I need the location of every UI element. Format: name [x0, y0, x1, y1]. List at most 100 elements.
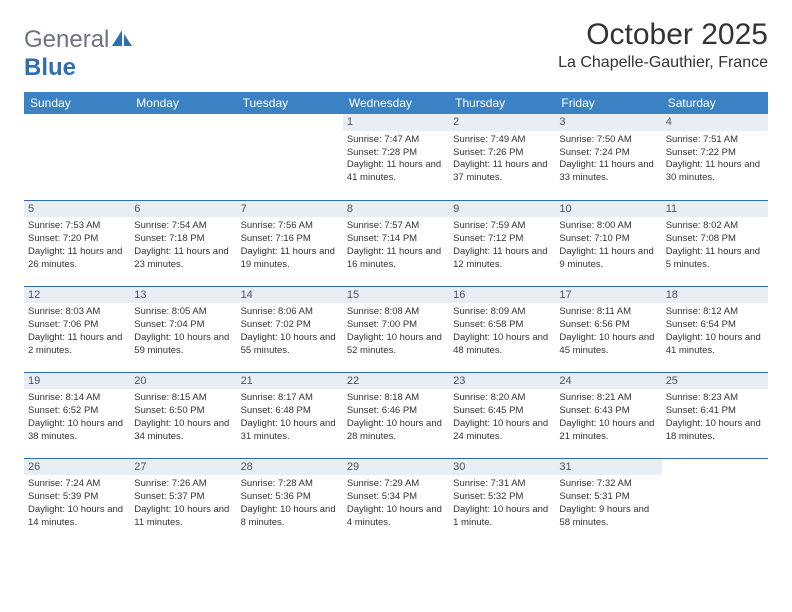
daylight-text: Daylight: 10 hours and 41 minutes.: [666, 332, 764, 358]
sunset-text: Sunset: 6:50 PM: [134, 405, 232, 418]
daylight-text: Daylight: 10 hours and 24 minutes.: [453, 418, 551, 444]
day-number: 28: [237, 459, 343, 476]
sunset-text: Sunset: 5:39 PM: [28, 491, 126, 504]
sunset-text: Sunset: 5:31 PM: [559, 491, 657, 504]
calendar-cell: 7Sunrise: 7:56 AMSunset: 7:16 PMDaylight…: [237, 200, 343, 286]
daylight-text: Daylight: 10 hours and 14 minutes.: [28, 504, 126, 530]
sunrise-text: Sunrise: 8:05 AM: [134, 306, 232, 319]
daylight-text: Daylight: 11 hours and 2 minutes.: [28, 332, 126, 358]
sunset-text: Sunset: 7:00 PM: [347, 319, 445, 332]
daylight-text: Daylight: 10 hours and 45 minutes.: [559, 332, 657, 358]
day-number: 12: [24, 287, 130, 304]
daylight-text: Daylight: 11 hours and 19 minutes.: [241, 246, 339, 272]
calendar-table: SundayMondayTuesdayWednesdayThursdayFrid…: [24, 92, 768, 544]
day-number: 15: [343, 287, 449, 304]
sunset-text: Sunset: 6:45 PM: [453, 405, 551, 418]
daylight-text: Daylight: 10 hours and 59 minutes.: [134, 332, 232, 358]
day-number: 13: [130, 287, 236, 304]
sunrise-text: Sunrise: 7:57 AM: [347, 220, 445, 233]
sunrise-text: Sunrise: 8:09 AM: [453, 306, 551, 319]
day-number: 27: [130, 459, 236, 476]
day-number: 6: [130, 201, 236, 218]
calendar-cell: 8Sunrise: 7:57 AMSunset: 7:14 PMDaylight…: [343, 200, 449, 286]
day-number: 4: [662, 114, 768, 131]
day-number: 30: [449, 459, 555, 476]
daylight-text: Daylight: 11 hours and 37 minutes.: [453, 159, 551, 185]
sunrise-text: Sunrise: 8:12 AM: [666, 306, 764, 319]
logo-text: GeneralBlue: [24, 26, 133, 82]
calendar-row: 12Sunrise: 8:03 AMSunset: 7:06 PMDayligh…: [24, 286, 768, 372]
daylight-text: Daylight: 10 hours and 28 minutes.: [347, 418, 445, 444]
day-number: 31: [555, 459, 661, 476]
sunset-text: Sunset: 5:37 PM: [134, 491, 232, 504]
calendar-cell: 9Sunrise: 7:59 AMSunset: 7:12 PMDaylight…: [449, 200, 555, 286]
sunrise-text: Sunrise: 7:50 AM: [559, 134, 657, 147]
calendar-cell: 22Sunrise: 8:18 AMSunset: 6:46 PMDayligh…: [343, 372, 449, 458]
sunrise-text: Sunrise: 8:11 AM: [559, 306, 657, 319]
day-number: 7: [237, 201, 343, 218]
calendar-cell: 25Sunrise: 8:23 AMSunset: 6:41 PMDayligh…: [662, 372, 768, 458]
daylight-text: Daylight: 11 hours and 9 minutes.: [559, 246, 657, 272]
calendar-cell: 19Sunrise: 8:14 AMSunset: 6:52 PMDayligh…: [24, 372, 130, 458]
calendar-cell: 14Sunrise: 8:06 AMSunset: 7:02 PMDayligh…: [237, 286, 343, 372]
calendar-cell: 24Sunrise: 8:21 AMSunset: 6:43 PMDayligh…: [555, 372, 661, 458]
sunrise-text: Sunrise: 8:00 AM: [559, 220, 657, 233]
sunrise-text: Sunrise: 8:15 AM: [134, 392, 232, 405]
sunset-text: Sunset: 6:43 PM: [559, 405, 657, 418]
day-number: 14: [237, 287, 343, 304]
sunrise-text: Sunrise: 7:59 AM: [453, 220, 551, 233]
daylight-text: Daylight: 11 hours and 23 minutes.: [134, 246, 232, 272]
day-number: 11: [662, 201, 768, 218]
weekday-header: Tuesday: [237, 92, 343, 114]
calendar-cell: 1Sunrise: 7:47 AMSunset: 7:28 PMDaylight…: [343, 114, 449, 200]
calendar-cell: 18Sunrise: 8:12 AMSunset: 6:54 PMDayligh…: [662, 286, 768, 372]
calendar-cell: 12Sunrise: 8:03 AMSunset: 7:06 PMDayligh…: [24, 286, 130, 372]
logo: GeneralBlue: [24, 18, 133, 82]
sunset-text: Sunset: 7:26 PM: [453, 147, 551, 160]
daylight-text: Daylight: 11 hours and 16 minutes.: [347, 246, 445, 272]
day-number: 21: [237, 373, 343, 390]
daylight-text: Daylight: 10 hours and 34 minutes.: [134, 418, 232, 444]
calendar-body: ...1Sunrise: 7:47 AMSunset: 7:28 PMDayli…: [24, 114, 768, 544]
day-number: 8: [343, 201, 449, 218]
calendar-cell: .: [24, 114, 130, 200]
day-number: 9: [449, 201, 555, 218]
logo-text-blue: Blue: [24, 54, 76, 81]
sunset-text: Sunset: 7:22 PM: [666, 147, 764, 160]
page-header: GeneralBlue October 2025 La Chapelle-Gau…: [24, 18, 768, 82]
sunrise-text: Sunrise: 8:17 AM: [241, 392, 339, 405]
day-number: 25: [662, 373, 768, 390]
sunrise-text: Sunrise: 7:32 AM: [559, 478, 657, 491]
day-number: 5: [24, 201, 130, 218]
sunrise-text: Sunrise: 7:49 AM: [453, 134, 551, 147]
sunrise-text: Sunrise: 8:14 AM: [28, 392, 126, 405]
daylight-text: Daylight: 11 hours and 30 minutes.: [666, 159, 764, 185]
sunset-text: Sunset: 7:28 PM: [347, 147, 445, 160]
calendar-row: ...1Sunrise: 7:47 AMSunset: 7:28 PMDayli…: [24, 114, 768, 200]
daylight-text: Daylight: 10 hours and 8 minutes.: [241, 504, 339, 530]
daylight-text: Daylight: 10 hours and 52 minutes.: [347, 332, 445, 358]
sunrise-text: Sunrise: 7:53 AM: [28, 220, 126, 233]
calendar-cell: 17Sunrise: 8:11 AMSunset: 6:56 PMDayligh…: [555, 286, 661, 372]
calendar-cell: 20Sunrise: 8:15 AMSunset: 6:50 PMDayligh…: [130, 372, 236, 458]
sunset-text: Sunset: 6:56 PM: [559, 319, 657, 332]
calendar-cell: 6Sunrise: 7:54 AMSunset: 7:18 PMDaylight…: [130, 200, 236, 286]
calendar-cell: .: [130, 114, 236, 200]
sunset-text: Sunset: 7:12 PM: [453, 233, 551, 246]
sunrise-text: Sunrise: 8:21 AM: [559, 392, 657, 405]
daylight-text: Daylight: 10 hours and 21 minutes.: [559, 418, 657, 444]
sunset-text: Sunset: 7:06 PM: [28, 319, 126, 332]
weekday-header: Monday: [130, 92, 236, 114]
sunset-text: Sunset: 7:24 PM: [559, 147, 657, 160]
calendar-cell: 16Sunrise: 8:09 AMSunset: 6:58 PMDayligh…: [449, 286, 555, 372]
day-number: 23: [449, 373, 555, 390]
sunrise-text: Sunrise: 8:02 AM: [666, 220, 764, 233]
sunset-text: Sunset: 7:08 PM: [666, 233, 764, 246]
calendar-row: 26Sunrise: 7:24 AMSunset: 5:39 PMDayligh…: [24, 458, 768, 544]
sunset-text: Sunset: 6:52 PM: [28, 405, 126, 418]
logo-sail-icon: [111, 29, 133, 47]
daylight-text: Daylight: 10 hours and 31 minutes.: [241, 418, 339, 444]
day-number: 10: [555, 201, 661, 218]
day-number: 19: [24, 373, 130, 390]
day-number: 26: [24, 459, 130, 476]
